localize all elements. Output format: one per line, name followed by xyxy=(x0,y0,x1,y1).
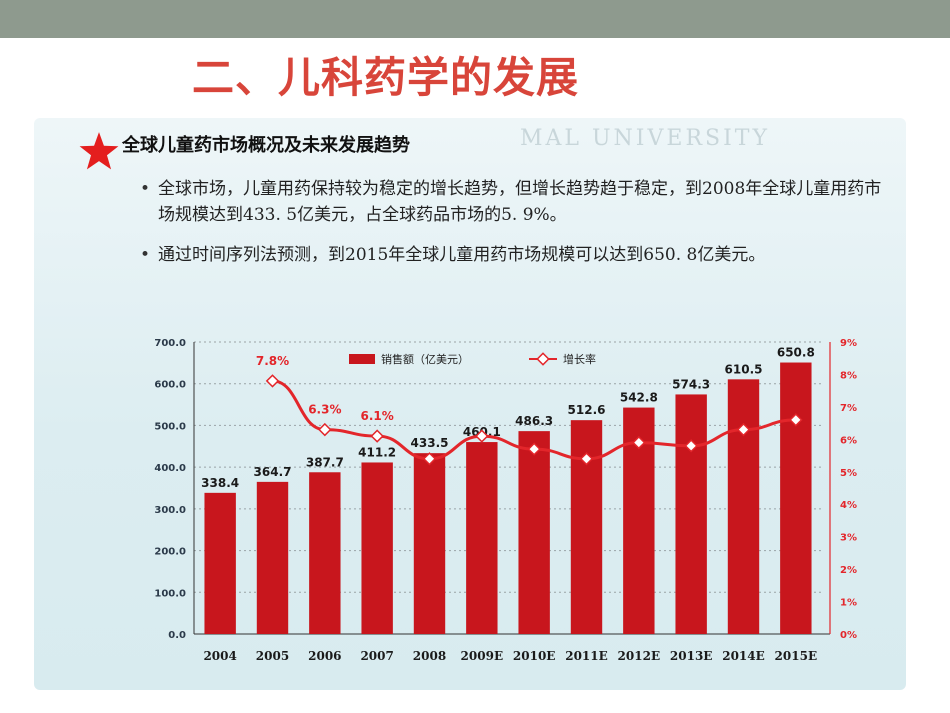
bar xyxy=(309,472,341,634)
bar-value-label: 610.5 xyxy=(725,362,763,376)
bar xyxy=(256,481,289,634)
x-tick-label: 2005 xyxy=(256,649,289,663)
slide-title: 二、儿科药学的发展 xyxy=(192,53,580,102)
x-tick-label: 2012E xyxy=(618,649,661,663)
y-tick-label-left: 0.0 xyxy=(168,630,186,641)
growth-rate-point xyxy=(265,374,280,388)
y-tick-label-left: 600.0 xyxy=(154,380,186,391)
y-tick-label-right: 2% xyxy=(840,565,857,576)
bar xyxy=(675,394,707,634)
y-tick-label-left: 500.0 xyxy=(154,421,186,432)
bar-value-label: 364.7 xyxy=(254,465,292,479)
growth-rate-point xyxy=(318,422,332,437)
bullet-item: 通过时间序列法预测，到2015年全球儿童用药市场规模可以达到650. 8亿美元。 xyxy=(140,242,892,268)
growth-rate-point xyxy=(684,439,698,453)
bar xyxy=(727,379,760,634)
y-tick-label-left: 100.0 xyxy=(154,588,186,599)
bar xyxy=(413,453,446,634)
bar-value-label: 512.6 xyxy=(568,403,606,417)
y-tick-label-right: 5% xyxy=(840,468,857,479)
top-banner xyxy=(0,0,950,38)
growth-rate-point xyxy=(475,429,489,443)
x-tick-label: 2010E xyxy=(513,649,556,663)
growth-rate-point xyxy=(370,429,384,443)
x-tick-label: 2006 xyxy=(308,649,341,663)
red-star-icon xyxy=(79,132,119,170)
x-tick-label: 2015E xyxy=(775,649,818,663)
x-tick-label: 2004 xyxy=(203,649,236,663)
growth-rate-label: 7.8% xyxy=(256,354,289,368)
section-heading: 全球儿童药市场概况及未来发展趋势 xyxy=(122,135,410,156)
y-tick-label-right: 3% xyxy=(840,533,857,544)
bar xyxy=(204,492,236,634)
x-tick-label: 2008 xyxy=(413,649,446,663)
bar xyxy=(518,431,550,634)
growth-rate-point xyxy=(789,413,803,427)
x-tick-label: 2014E xyxy=(722,649,765,663)
y-tick-label-right: 0% xyxy=(840,630,857,641)
y-tick-label-right: 1% xyxy=(840,598,857,609)
growth-rate-point xyxy=(736,422,751,437)
growth-rate-point xyxy=(579,452,594,466)
bar xyxy=(780,362,812,634)
y-tick-label-right: 6% xyxy=(840,435,857,446)
x-tick-label: 2007 xyxy=(360,649,393,663)
bar-value-label: 411.2 xyxy=(358,445,396,459)
y-tick-label-left: 300.0 xyxy=(154,505,186,516)
bullet-item: 全球市场，儿童用药保持较为稳定的增长趋势，但增长趋势趋于稳定，到2008年全球儿… xyxy=(140,176,892,228)
y-tick-label-right: 9% xyxy=(840,338,857,349)
growth-rate-label: 6.1% xyxy=(361,409,394,423)
bar-value-label: 387.7 xyxy=(306,455,344,469)
bar-value-label: 574.3 xyxy=(672,377,710,391)
x-tick-label: 2011E xyxy=(565,649,608,663)
legend-line-label: 增长率 xyxy=(563,352,596,366)
bar-value-label: 542.8 xyxy=(620,391,658,405)
growth-rate-point xyxy=(422,452,437,466)
y-tick-label-left: 700.0 xyxy=(154,338,186,349)
y-tick-label-left: 200.0 xyxy=(154,547,186,558)
y-tick-label-right: 7% xyxy=(840,403,857,414)
bar-value-label: 433.5 xyxy=(411,436,449,450)
x-tick-label: 2009E xyxy=(461,649,504,663)
market-chart: 0.0 100.0 200.0 300.0 400.0 500.0 600.0 700.0 0%… xyxy=(154,338,857,663)
bar xyxy=(361,462,393,634)
bar xyxy=(466,442,498,634)
x-tick-label: 2013E xyxy=(670,649,713,663)
growth-rate-point xyxy=(527,442,541,456)
watermark-text: MAL UNIVERSITY xyxy=(520,126,770,151)
legend-bar-label: 销售额（亿美元） xyxy=(381,352,469,366)
bar-value-label: 338.4 xyxy=(201,476,239,490)
legend-bar-swatch xyxy=(349,354,375,364)
legend-line-marker xyxy=(536,352,550,366)
y-tick-label-right: 8% xyxy=(840,370,857,381)
growth-rate-point xyxy=(632,435,646,450)
y-tick-label-left: 400.0 xyxy=(154,463,186,474)
y-tick-label-right: 4% xyxy=(840,500,857,511)
bullet-list: 全球市场，儿童用药保持较为稳定的增长趋势，但增长趋势趋于稳定，到2008年全球儿… xyxy=(140,176,892,282)
growth-rate-line xyxy=(272,379,796,461)
bar-value-label: 650.8 xyxy=(777,346,815,360)
bar-value-label: 486.3 xyxy=(515,414,553,428)
growth-rate-label: 6.3% xyxy=(308,403,341,417)
